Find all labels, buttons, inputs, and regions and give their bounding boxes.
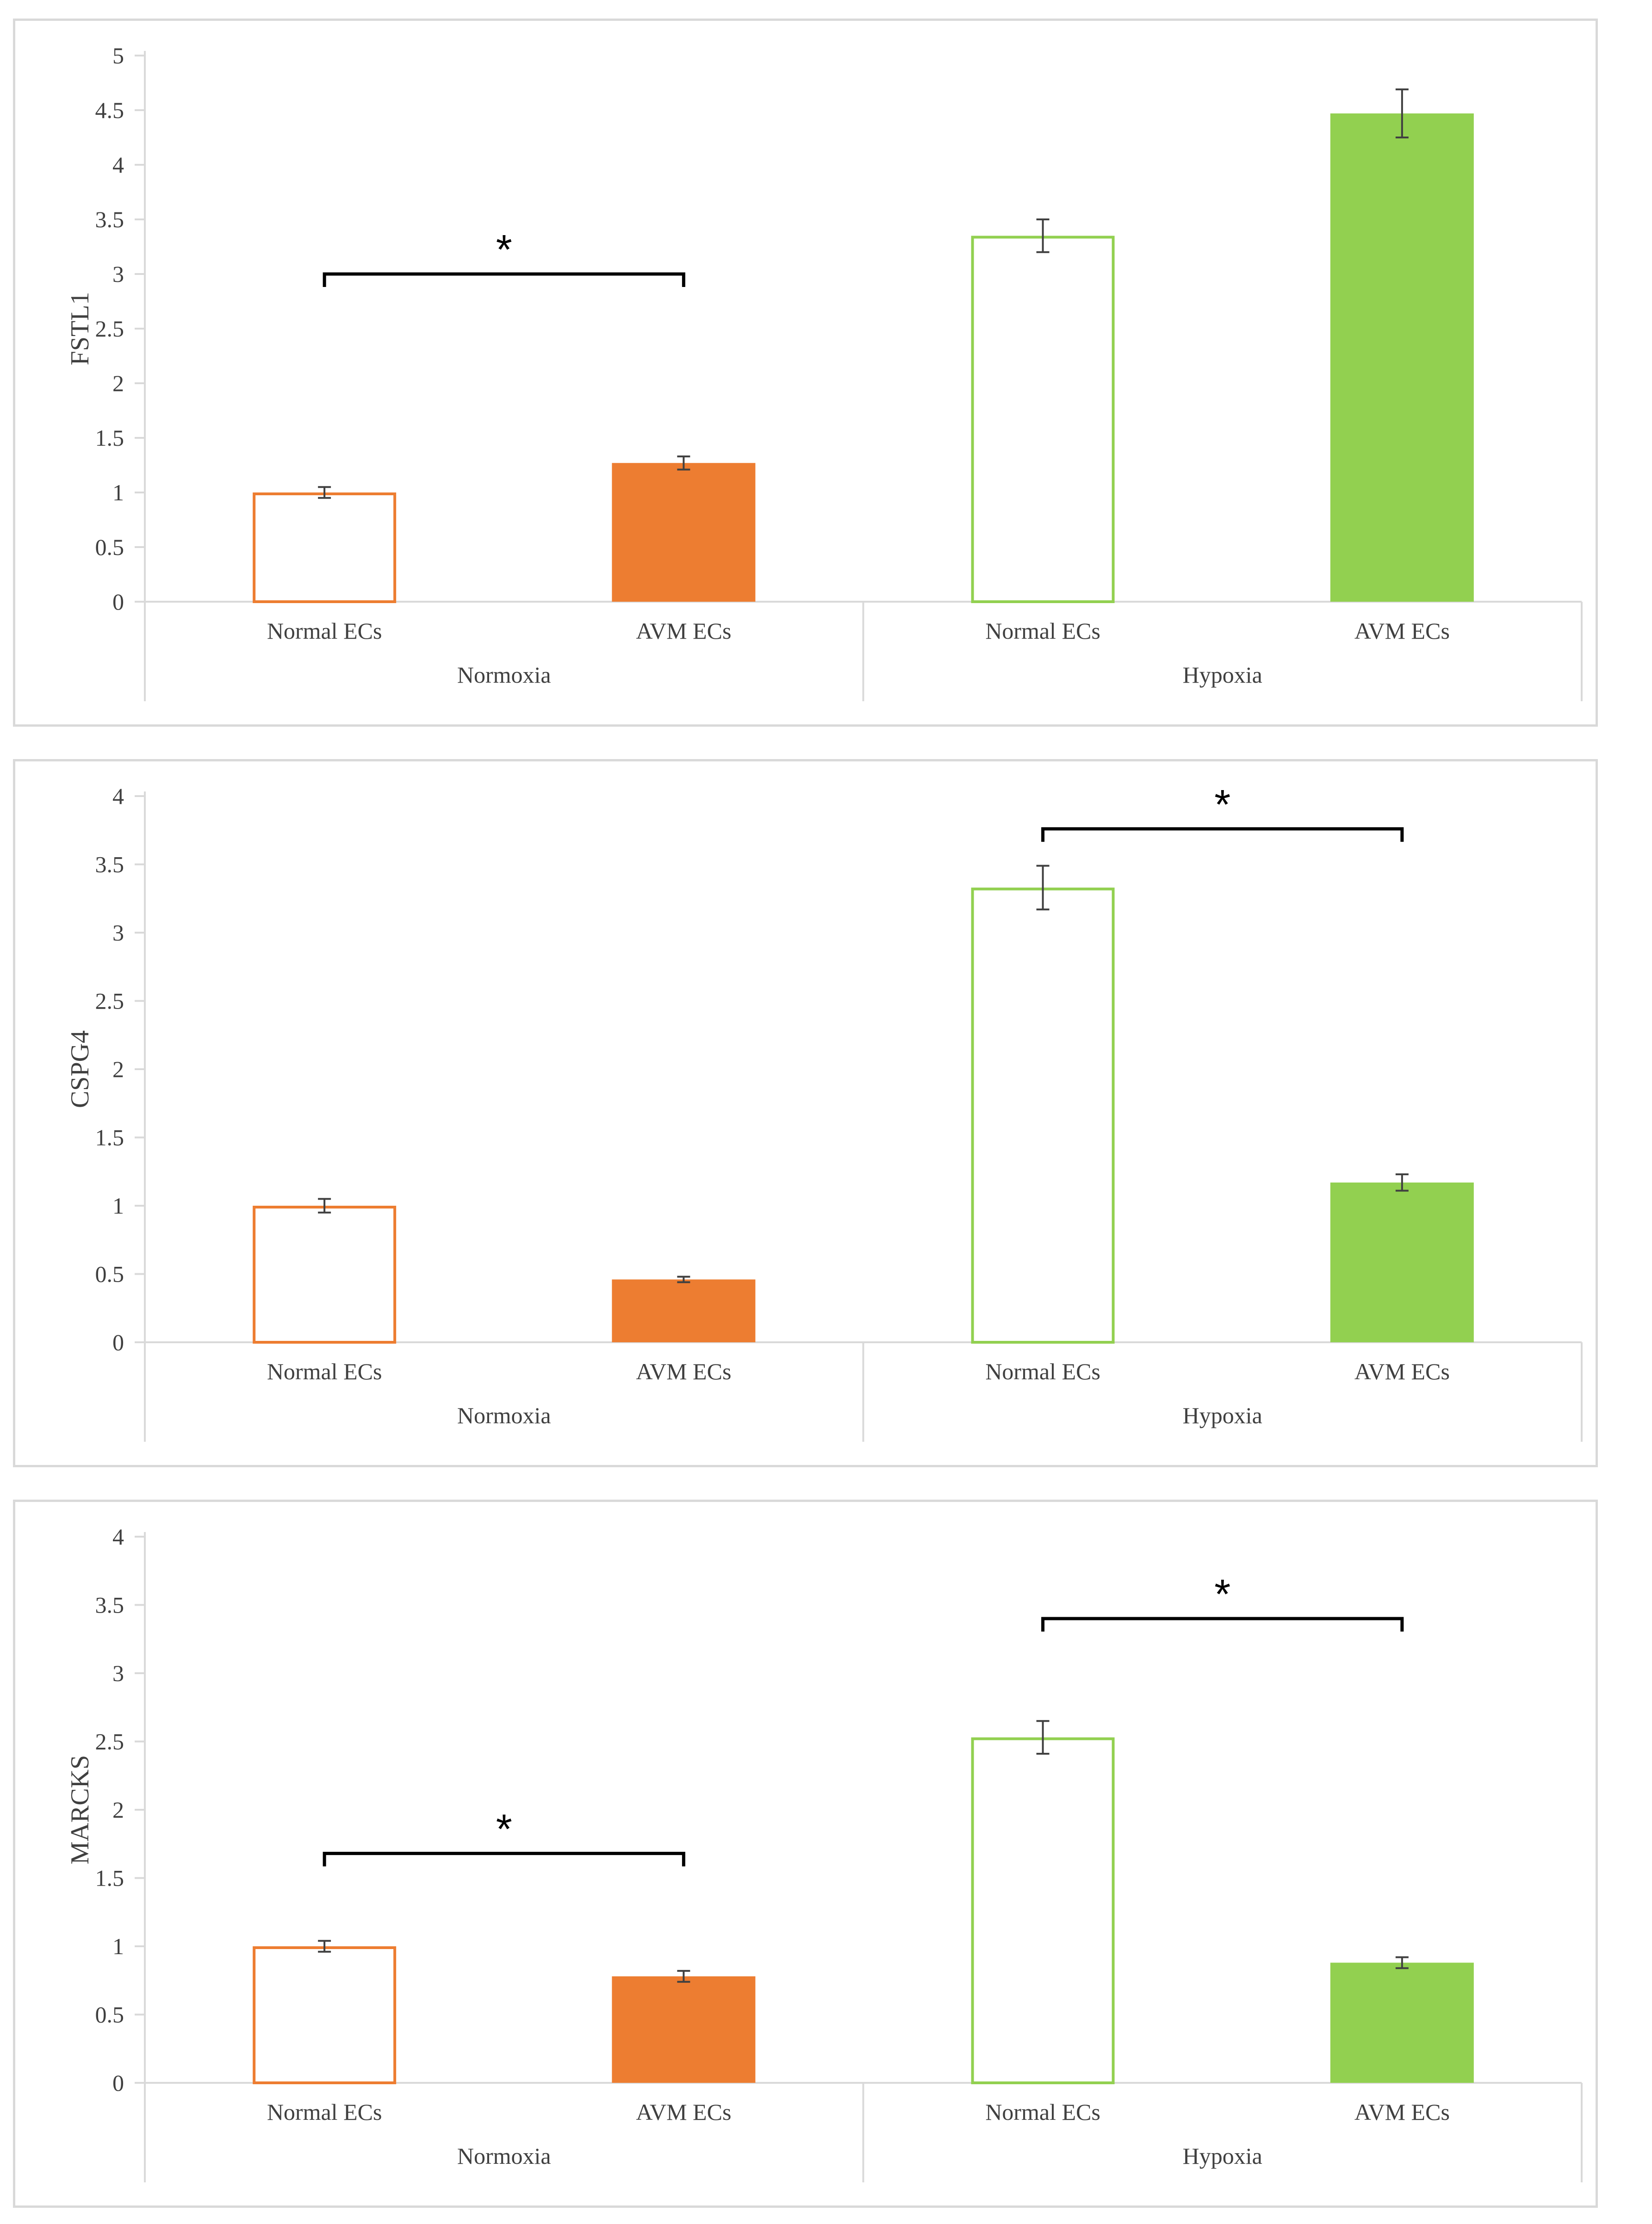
bar-normoxia-normal — [253, 492, 397, 603]
x-category-label: AVM ECs — [636, 2099, 731, 2125]
y-tick-label: 3.5 — [95, 206, 124, 232]
y-tick-label: 1 — [112, 1193, 124, 1219]
bar-normoxia-normal — [253, 1946, 397, 2084]
y-tick-label: 1.5 — [95, 425, 124, 451]
x-group-label: Normoxia — [457, 2143, 551, 2169]
y-tick-label: 2 — [112, 1056, 124, 1082]
bar-normoxia-normal — [253, 1206, 397, 1344]
bar-hypoxia-avm — [1330, 113, 1474, 602]
chart-svg-marcks: 0 0.5 1 1.5 2 2.5 3 3.5 4 MARCKS Normal ECs AVM ECs… — [66, 1524, 1583, 2182]
x-category-label: Normal ECs — [267, 2099, 382, 2125]
x-category-label: Normal ECs — [985, 2099, 1100, 2125]
x-category-label: AVM ECs — [1354, 618, 1450, 644]
y-axis-title: MARCKS — [66, 1755, 94, 1865]
y-tick-label: 1 — [112, 480, 124, 505]
x-category-label: Normal ECs — [985, 1358, 1100, 1384]
chart-panel-fstl1: 0 0.5 1 1.5 2 2.5 3 3.5 4 4.5 5 FSTL1 Normal ECs AVM … — [13, 19, 1598, 727]
y-axis-title: CSPG4 — [66, 1030, 94, 1108]
x-category-label: AVM ECs — [636, 618, 731, 644]
bar-normoxia-avm — [612, 1976, 756, 2083]
chart-svg-fstl1: 0 0.5 1 1.5 2 2.5 3 3.5 4 4.5 5 FSTL1 Normal ECs AVM … — [66, 43, 1583, 701]
chart-panel-marcks: 0 0.5 1 1.5 2 2.5 3 3.5 4 MARCKS Normal ECs AVM ECs… — [13, 1500, 1598, 2208]
bar-normoxia-avm — [612, 463, 756, 602]
y-tick-label: 4 — [112, 1524, 124, 1550]
y-tick-label: 2 — [112, 1797, 124, 1823]
bar-hypoxia-normal — [971, 1737, 1115, 2084]
bar-hypoxia-normal — [971, 887, 1115, 1344]
y-tick-label: 3.5 — [95, 852, 124, 878]
significance-bracket — [1041, 1617, 1404, 1632]
significance-bracket — [323, 272, 685, 287]
significance-star: * — [496, 227, 512, 273]
x-group-label: Normoxia — [457, 1402, 551, 1428]
chart-panel-cspg4: 0 0.5 1 1.5 2 2.5 3 3.5 4 CSPG4 Normal ECs AVM ECs N… — [13, 759, 1598, 1467]
x-category-label: AVM ECs — [636, 1358, 731, 1384]
y-tick-label: 1 — [112, 1933, 124, 1959]
x-group-label: Hypoxia — [1183, 662, 1262, 688]
y-tick-label: 2.5 — [95, 316, 124, 342]
y-tick-label: 0 — [112, 589, 124, 615]
y-tick-label: 2.5 — [95, 1729, 124, 1755]
x-category-label: Normal ECs — [267, 1358, 382, 1384]
x-category-label: Normal ECs — [985, 618, 1100, 644]
x-category-label: Normal ECs — [267, 618, 382, 644]
x-group-label: Hypoxia — [1183, 2143, 1262, 2169]
x-group-label: Hypoxia — [1183, 1402, 1262, 1428]
x-category-label: AVM ECs — [1354, 2099, 1450, 2125]
y-tick-label: 0.5 — [95, 534, 124, 560]
y-tick-label: 0 — [112, 1329, 124, 1355]
y-tick-label: 2 — [112, 370, 124, 396]
y-tick-label: 0.5 — [95, 1261, 124, 1287]
y-tick-label: 4 — [112, 783, 124, 809]
x-category-label: AVM ECs — [1354, 1358, 1450, 1384]
significance-bracket — [323, 1851, 685, 1867]
y-tick-label: 3 — [112, 261, 124, 287]
y-tick-label: 4 — [112, 152, 124, 178]
bar-hypoxia-normal — [971, 236, 1115, 603]
y-tick-label: 5 — [112, 43, 124, 69]
y-tick-label: 3 — [112, 920, 124, 946]
x-group-label: Normoxia — [457, 662, 551, 688]
y-tick-label: 1.5 — [95, 1865, 124, 1891]
y-tick-label: 1.5 — [95, 1125, 124, 1151]
bar-normoxia-avm — [612, 1279, 756, 1342]
y-tick-label: 0.5 — [95, 2002, 124, 2028]
significance-star: * — [1214, 1571, 1230, 1618]
y-tick-label: 4.5 — [95, 97, 124, 123]
bar-hypoxia-avm — [1330, 1182, 1474, 1342]
chart-svg-cspg4: 0 0.5 1 1.5 2 2.5 3 3.5 4 CSPG4 Normal ECs AVM ECs N… — [66, 782, 1583, 1442]
y-tick-label: 3 — [112, 1660, 124, 1686]
bar-hypoxia-avm — [1330, 1962, 1474, 2083]
significance-star: * — [496, 1806, 512, 1852]
significance-bracket — [1041, 827, 1404, 842]
y-tick-label: 3.5 — [95, 1592, 124, 1618]
y-axis-title: FSTL1 — [66, 292, 94, 366]
y-tick-label: 0 — [112, 2070, 124, 2096]
y-tick-label: 2.5 — [95, 988, 124, 1014]
significance-star: * — [1214, 782, 1230, 828]
